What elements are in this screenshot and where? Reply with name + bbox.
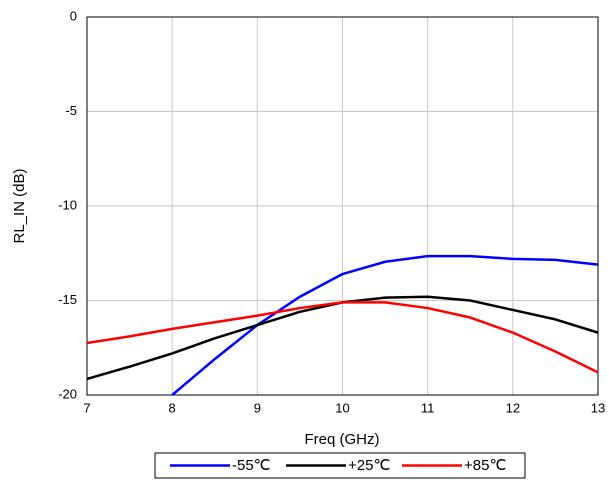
x-tick-label: 10 bbox=[335, 400, 349, 415]
y-tick-label: -15 bbox=[58, 292, 77, 307]
plot-frame bbox=[86, 16, 599, 396]
legend-label: +85℃ bbox=[464, 457, 506, 474]
series-line bbox=[86, 301, 599, 374]
legend-label: +25℃ bbox=[348, 457, 390, 474]
legend-label: -55℃ bbox=[232, 457, 271, 474]
x-tick-label: 7 bbox=[83, 400, 90, 415]
y-tick-label: -5 bbox=[65, 103, 77, 118]
x-tick-label: 12 bbox=[506, 400, 520, 415]
y-axis-label: RL_IN (dB) bbox=[11, 168, 28, 243]
x-tick-label: 9 bbox=[254, 400, 261, 415]
series-line bbox=[171, 254, 599, 396]
x-tick-label: 11 bbox=[421, 400, 435, 415]
y-tick-label: -10 bbox=[58, 197, 77, 212]
x-tick-label: 13 bbox=[591, 400, 605, 415]
x-tick-label: 8 bbox=[169, 400, 176, 415]
x-axis-label: Freq (GHz) bbox=[305, 431, 380, 448]
y-tick-label: -20 bbox=[58, 386, 77, 401]
y-tick-label: 0 bbox=[70, 8, 77, 23]
